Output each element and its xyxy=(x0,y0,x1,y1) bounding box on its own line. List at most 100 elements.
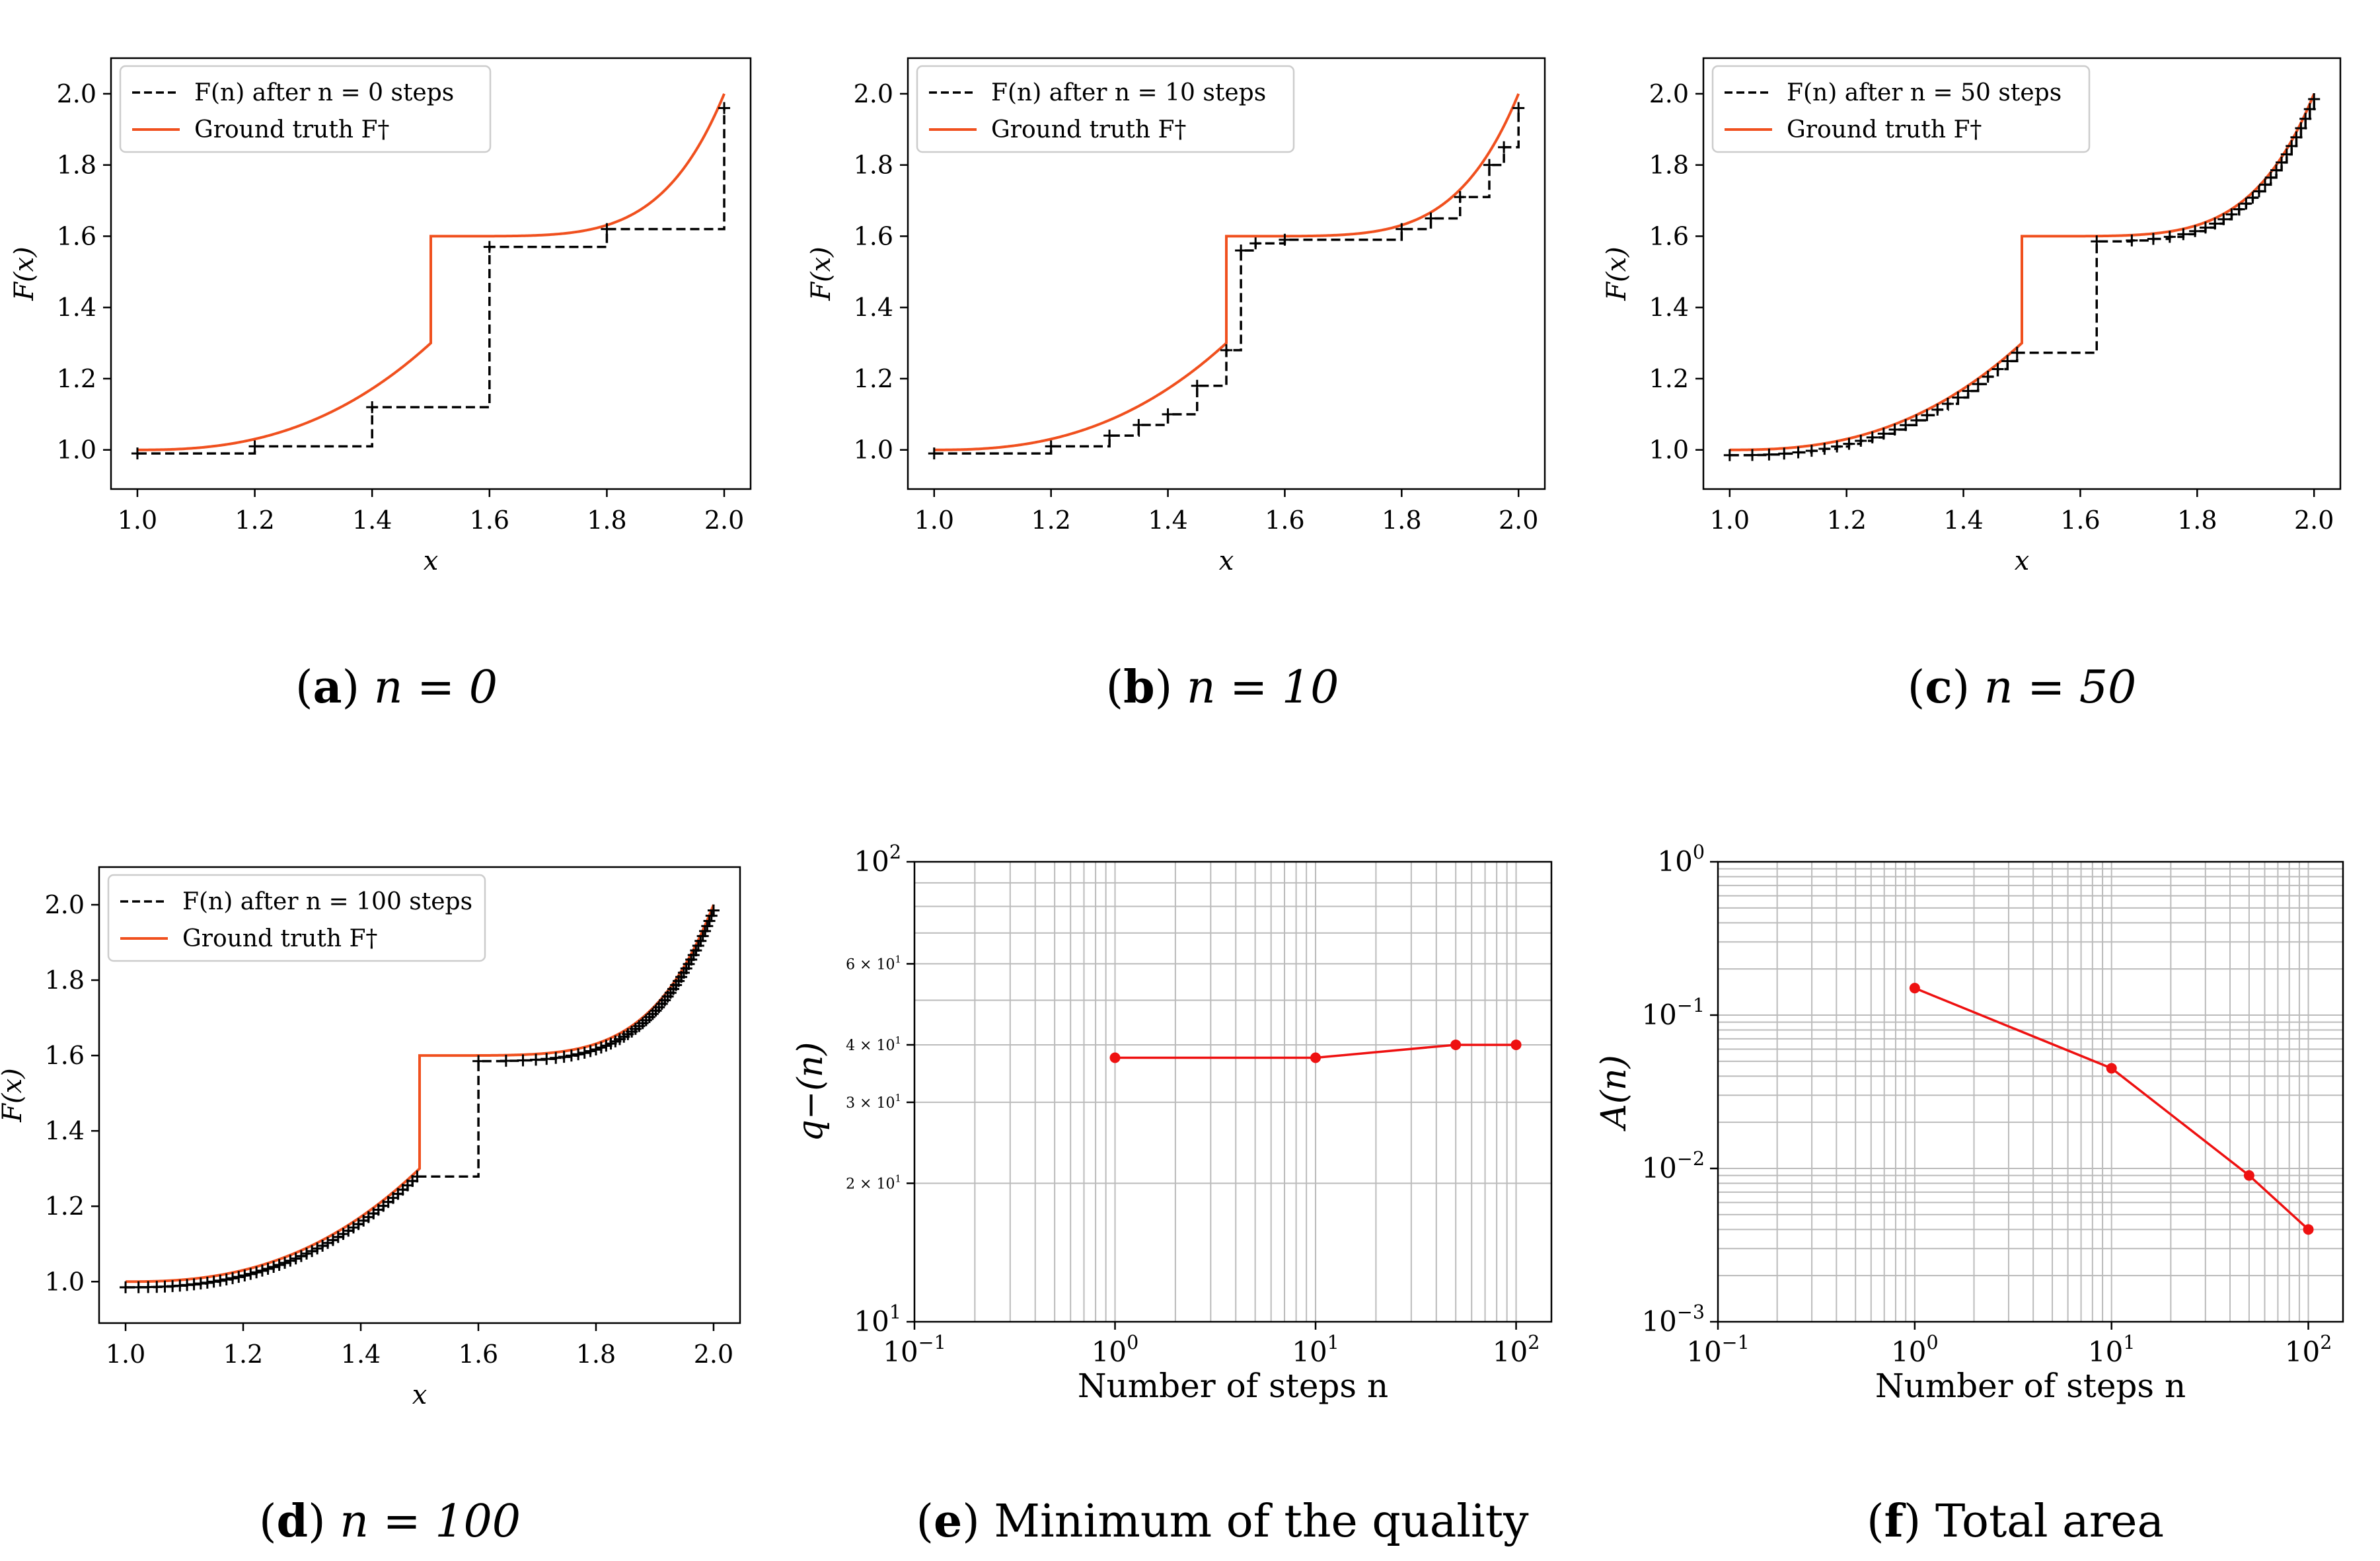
data-marker xyxy=(530,1053,542,1066)
caption-text: Minimum of the quality xyxy=(994,1496,1529,1548)
legend-label: F(n) after n = 0 steps xyxy=(194,79,454,106)
plot-frame xyxy=(907,57,1546,490)
plot-frame xyxy=(110,57,752,490)
tick-label: 1.8 xyxy=(576,1340,616,1369)
chart-panel-a: 1.0 1.2 1.4 1.6 1.8 2.0 1.0 1.2 1.4 1.6 1.8 2.0 x F(x… xyxy=(9,57,752,576)
data-marker xyxy=(2259,178,2272,191)
y-axis-label: F(x) xyxy=(9,247,40,301)
tick-label: 10−2 xyxy=(1641,1147,1705,1184)
data-marker xyxy=(1220,344,1232,356)
caption-e: (e) Minimum of the quality xyxy=(916,1495,1529,1548)
data-marker xyxy=(233,1271,245,1283)
tick-label: 6 × 101 xyxy=(846,954,901,973)
metric-line xyxy=(1115,1044,1516,1059)
approximation-step-line xyxy=(934,108,1520,455)
tick-label: 1.2 xyxy=(45,1192,85,1221)
tick-label: 1.0 xyxy=(118,506,157,535)
legend-label: Ground truth F† xyxy=(182,925,377,952)
tick-label: 1.8 xyxy=(57,151,96,180)
data-marker xyxy=(220,1274,233,1286)
x-axis-label: Number of steps n xyxy=(1875,1367,2186,1405)
plot-frame xyxy=(913,860,1553,1323)
data-marker xyxy=(1805,445,1818,457)
data-marker xyxy=(550,1051,562,1064)
caption-a: (a) n = 0 xyxy=(295,661,498,714)
tick-label: 1.8 xyxy=(1649,151,1689,180)
y-axis-label: A(n) xyxy=(1594,1055,1634,1131)
data-marker xyxy=(517,1054,529,1067)
tick-label: 1.6 xyxy=(1265,506,1304,535)
data-marker xyxy=(131,447,143,460)
caption-f: (f) Total area xyxy=(1866,1495,2165,1548)
data-marker xyxy=(1778,447,1791,460)
data-marker xyxy=(2286,139,2298,152)
data-marker xyxy=(2233,203,2245,215)
data-marker xyxy=(2303,103,2316,116)
caption-letter: f xyxy=(1884,1495,1904,1548)
data-marker xyxy=(1498,141,1510,153)
data-marker xyxy=(284,1254,297,1267)
data-marker xyxy=(2199,221,2212,234)
data-marker xyxy=(2001,355,2014,367)
tick-label: 1.2 xyxy=(1031,506,1070,535)
x-axis-label: Number of steps n xyxy=(1078,1367,1388,1405)
tick-label: 102 xyxy=(1493,1331,1540,1368)
data-marker xyxy=(705,909,718,922)
data-marker xyxy=(1962,385,1974,397)
data-point xyxy=(1909,983,1920,994)
data-marker xyxy=(1982,371,1994,383)
caption-d: (d) n = 100 xyxy=(258,1495,521,1548)
data-marker xyxy=(572,1048,585,1061)
data-marker xyxy=(1855,434,1867,447)
data-marker xyxy=(1818,443,1831,455)
tick-label: 10−1 xyxy=(883,1331,946,1368)
data-marker xyxy=(1866,431,1878,443)
legend-label: F(n) after n = 10 steps xyxy=(991,79,1266,106)
data-marker xyxy=(1483,159,1495,171)
legend-box xyxy=(119,65,492,153)
data-marker xyxy=(2295,122,2307,135)
tick-label: 2.0 xyxy=(854,79,893,108)
x-axis-label: x xyxy=(2015,546,2030,576)
data-marker xyxy=(1045,440,1057,453)
ground-truth-line xyxy=(1729,93,2316,451)
legend-label: Ground truth F† xyxy=(991,116,1186,143)
tick-label: 1.0 xyxy=(57,436,96,465)
data-marker xyxy=(1888,424,1901,436)
tick-label: 2.0 xyxy=(704,506,744,535)
tick-label: 1.4 xyxy=(45,1116,85,1145)
data-marker xyxy=(2217,213,2230,225)
data-marker xyxy=(1931,403,1944,416)
data-marker xyxy=(1133,419,1145,432)
tick-label: 1.2 xyxy=(223,1340,263,1369)
legend-label: Ground truth F† xyxy=(1787,116,1982,143)
data-marker xyxy=(268,1261,280,1274)
legend-label: F(n) after n = 100 steps xyxy=(182,888,472,915)
data-marker xyxy=(1900,419,1912,432)
data-marker xyxy=(1395,223,1408,235)
tick-label: 1.6 xyxy=(57,221,96,250)
tick-label: 2.0 xyxy=(2294,506,2334,535)
data-marker xyxy=(601,223,613,235)
chart-panel-e: 10−1 100 101 102 101 2 × 101 3 × 101 4 × 101 6 ×… xyxy=(791,841,1553,1405)
tick-label: 1.4 xyxy=(1943,506,1983,535)
chart-panel-b: 1.0 1.2 1.4 1.6 1.8 2.0 1.0 1.2 1.4 1.6 1.8 2.0 x F(x… xyxy=(806,57,1546,576)
tick-label: 1.0 xyxy=(1710,506,1750,535)
tick-label: 1.0 xyxy=(45,1267,85,1296)
tick-label: 1.6 xyxy=(1649,221,1689,250)
tick-label: 10−3 xyxy=(1641,1301,1705,1338)
data-point xyxy=(1310,1052,1321,1063)
data-marker xyxy=(1877,428,1890,440)
data-marker xyxy=(1162,408,1174,420)
tick-label: 2 × 101 xyxy=(846,1173,901,1193)
tick-label: 2.0 xyxy=(694,1340,733,1369)
data-marker xyxy=(483,241,496,253)
data-marker xyxy=(589,1043,602,1055)
tick-label: 1.4 xyxy=(352,506,392,535)
chart-panel-d: 1.0 1.2 1.4 1.6 1.8 2.0 1.0 1.2 1.4 1.6 1.8 2.0 x F(x… xyxy=(0,866,741,1410)
y-axis-label: F(x) xyxy=(1602,247,1632,301)
data-marker xyxy=(1103,430,1116,442)
data-marker xyxy=(301,1247,313,1260)
data-marker xyxy=(239,1269,251,1281)
